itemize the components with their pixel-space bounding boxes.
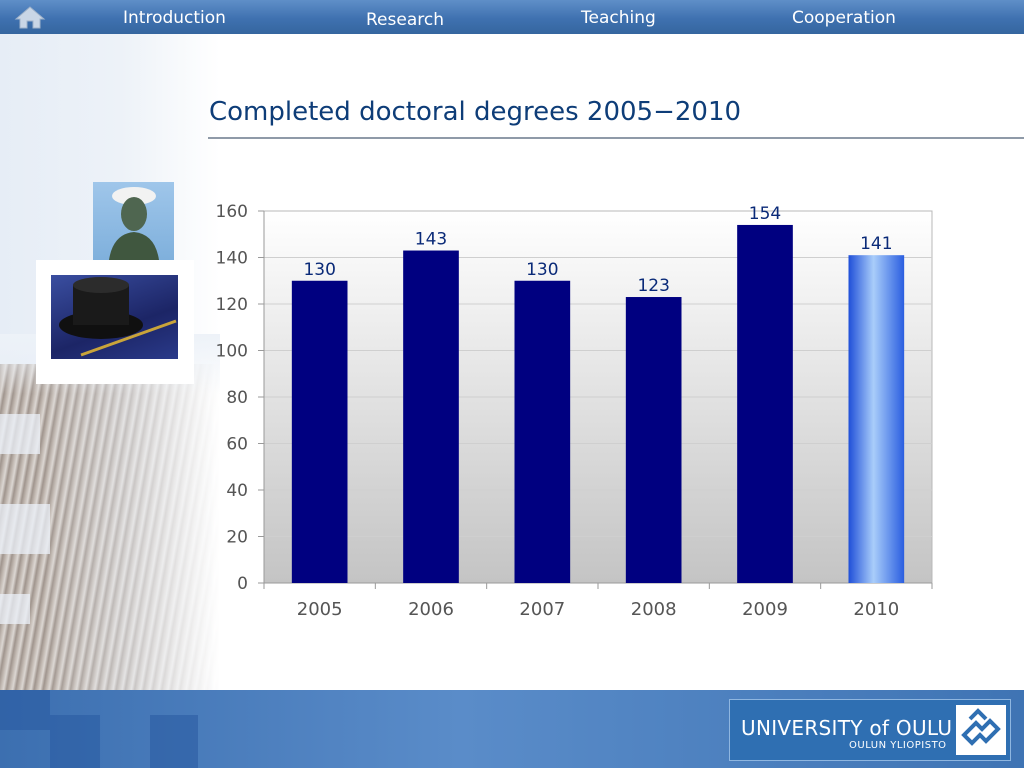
data-label-2008: 123	[637, 276, 669, 296]
x-tick-label-2010: 2010	[853, 599, 899, 620]
bar-2009	[737, 224, 793, 583]
top-navigation-bar: Introduction Research Teaching Cooperati…	[0, 0, 1024, 34]
y-tick-label: 0	[237, 574, 248, 594]
doctoral-hat-photo	[51, 275, 178, 359]
nav-cooperation[interactable]: Cooperation	[792, 8, 896, 28]
x-tick-label-2008: 2008	[631, 599, 677, 620]
y-tick-label: 140	[216, 249, 248, 269]
bar-2005	[291, 280, 348, 583]
gridlines	[264, 257, 932, 537]
x-tick-label-2007: 2007	[519, 599, 565, 620]
y-tick-label: 160	[216, 202, 248, 222]
nav-research[interactable]: Research	[366, 10, 444, 30]
nav-introduction[interactable]: Introduction	[123, 8, 226, 28]
university-logo[interactable]: UNIVERSITY of OULU OULUN YLIOPISTO	[729, 699, 1011, 761]
logo-mark-icon	[956, 705, 1006, 755]
data-label-2009: 154	[749, 204, 781, 224]
bar-2007	[514, 280, 571, 583]
x-tick-label-2005: 2005	[297, 599, 343, 620]
y-tick-label: 40	[226, 481, 248, 501]
data-label-2010: 141	[860, 234, 892, 254]
x-tick-label-2009: 2009	[742, 599, 788, 620]
bar-2010	[848, 255, 905, 584]
page-title: Completed doctoral degrees 2005−2010	[209, 97, 742, 127]
bar-chart: 0 20 40 60 80 100 120 140 160 130 2005 143 2006 130 2…	[216, 202, 933, 620]
home-icon[interactable]	[12, 4, 48, 30]
x-tick-label-2006: 2006	[408, 599, 454, 620]
bars	[291, 224, 905, 584]
data-label-2005: 130	[303, 260, 335, 280]
statue-photo	[93, 182, 174, 260]
bar-2006	[403, 250, 459, 583]
bar-2008	[625, 297, 682, 583]
y-tick-label: 80	[226, 388, 248, 408]
title-divider	[208, 137, 1024, 139]
axes: 0 20 40 60 80 100 120 140 160	[216, 202, 933, 594]
y-tick-label: 20	[226, 528, 248, 548]
labels: 130 2005 143 2006 130 2007 123 2008 154 2009 141 20…	[297, 204, 899, 620]
nav-teaching[interactable]: Teaching	[581, 8, 656, 28]
logo-main-text: UNIVERSITY of OULU	[741, 716, 953, 740]
y-tick-label: 120	[216, 295, 248, 315]
y-tick-label: 60	[226, 435, 248, 455]
logo-sub-text: OULUN YLIOPISTO	[849, 740, 947, 751]
data-label-2007: 130	[526, 260, 558, 280]
y-tick-label: 100	[216, 342, 248, 362]
data-label-2006: 143	[415, 230, 447, 250]
